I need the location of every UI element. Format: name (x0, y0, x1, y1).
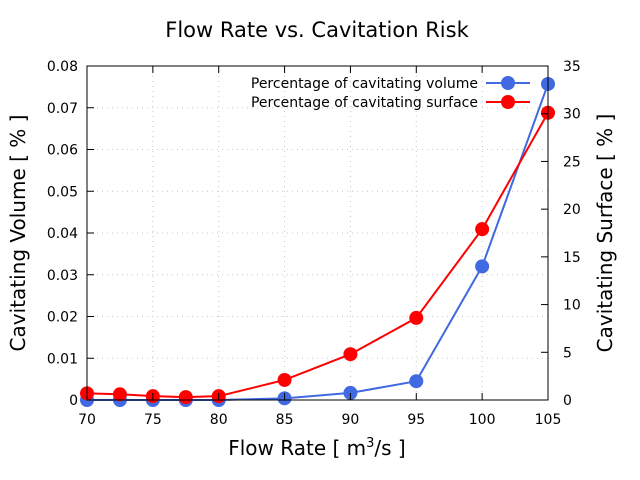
x-tick-label: 105 (535, 412, 562, 428)
x-tick-label: 70 (78, 412, 96, 428)
data-point-surface (178, 390, 193, 405)
ticks (86, 65, 549, 401)
y-tick-label: 0.05 (47, 184, 78, 200)
y-tick-label: 0 (69, 393, 78, 409)
x-tick-label: 95 (407, 412, 425, 428)
y2-tick-label: 25 (563, 154, 581, 170)
y2-tick-label: 15 (563, 250, 581, 266)
x-axis-label-sup: 3 (366, 436, 374, 451)
series-line-surface (86, 112, 549, 399)
y-tick-label: 0.02 (47, 310, 78, 326)
y2-tick-label: 30 (563, 107, 581, 123)
x-axis-label: Flow Rate [ m3/s ] (228, 436, 405, 460)
y-tick-label: 0.01 (47, 351, 78, 367)
x-tick-label: 85 (276, 412, 294, 428)
chart-title: Flow Rate vs. Cavitation Risk (165, 18, 469, 42)
data-point-surface (112, 387, 127, 402)
series-line-volume (87, 83, 549, 401)
legend-marker-volume (501, 76, 515, 90)
data-point-volume (409, 374, 424, 389)
data-point-surface (475, 222, 490, 237)
y-tick-label: 0.06 (47, 143, 78, 159)
legend-label-surface: Percentage of cavitating surface (251, 95, 478, 111)
y-axis-label: Cavitating Volume [ % ] (6, 115, 30, 352)
y2-tick-label: 0 (563, 393, 572, 409)
legend-label-volume: Percentage of cavitating volume (251, 76, 478, 92)
data-point-volume (343, 385, 358, 400)
y-tick-label: 0.07 (47, 101, 78, 117)
data-point-surface (343, 347, 358, 362)
legend-marker-surface (501, 95, 515, 109)
grid (87, 66, 548, 400)
x-tick-label: 90 (342, 412, 360, 428)
y-tick-label: 0.08 (47, 59, 78, 75)
y-tick-label: 0.04 (47, 226, 78, 242)
data-point-volume (475, 259, 490, 274)
y2-tick-label: 5 (563, 345, 572, 361)
y2-tick-label: 10 (563, 298, 581, 314)
x-axis-label-tail: /s ] (374, 436, 405, 460)
y2-tick-label: 35 (563, 59, 581, 75)
x-axis-label-main: Flow Rate [ m (228, 436, 366, 460)
y-tick-label: 0.03 (47, 268, 78, 284)
y2-axis-label: Cavitating Surface [ % ] (593, 114, 617, 353)
x-tick-label: 80 (210, 412, 228, 428)
legend: Percentage of cavitating volume Percenta… (251, 76, 530, 111)
data-point-surface (409, 310, 424, 325)
series-layer (80, 76, 555, 407)
x-tick-label: 75 (144, 412, 162, 428)
x-tick-label: 100 (469, 412, 496, 428)
tick-labels: 70 75 80 85 90 95 100 10500.010.020.030.040.050… (47, 59, 581, 428)
y2-tick-label: 20 (563, 202, 581, 218)
data-point-surface (277, 372, 292, 387)
